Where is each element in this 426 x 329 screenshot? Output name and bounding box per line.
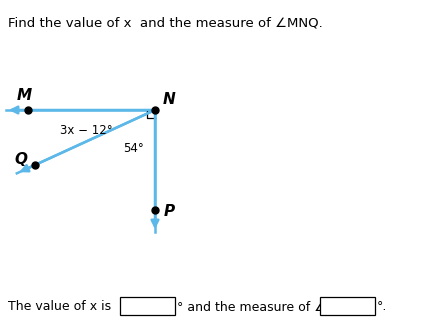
Text: °.: °. [376, 300, 386, 314]
Bar [319, 297, 374, 315]
Text: N: N [162, 92, 175, 108]
Text: 54°: 54° [122, 141, 143, 155]
Text: M: M [16, 89, 32, 104]
Bar [120, 297, 175, 315]
Text: The value of x is: The value of x is [8, 300, 111, 314]
Text: ° and the measure of ∠MNQ is: ° and the measure of ∠MNQ is [177, 300, 368, 314]
Text: Find the value of x  and the measure of ∠MNQ.: Find the value of x and the measure of ∠… [8, 16, 322, 29]
Text: P: P [163, 205, 174, 219]
Text: 3x − 12°: 3x − 12° [60, 123, 112, 137]
Text: Q: Q [14, 151, 27, 166]
